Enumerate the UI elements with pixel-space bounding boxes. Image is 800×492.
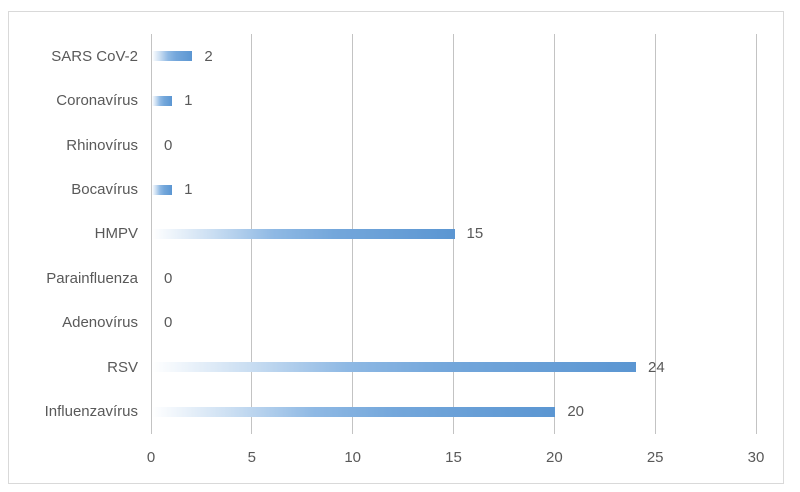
category-label: Influenzavírus (44, 403, 138, 421)
gridline-x-0 (150, 34, 152, 434)
category-label: RSV (107, 358, 138, 376)
category-label: Adenovírus (62, 314, 138, 332)
x-tick-label: 5 (247, 449, 256, 466)
bar-Coronavírus (152, 95, 173, 106)
value-label: 0 (164, 269, 173, 287)
bar-Bocavírus (152, 184, 173, 195)
x-tick-label: 15 (445, 449, 462, 466)
category-label: HMPV (94, 225, 138, 243)
value-label: 0 (164, 136, 173, 154)
gridline-x-30 (755, 34, 757, 434)
value-label: 1 (184, 181, 193, 199)
category-label: Bocavírus (71, 181, 138, 199)
bar-Influenzavírus (152, 406, 556, 417)
gridline-x-20 (553, 34, 555, 434)
category-label: Parainfluenza (46, 269, 138, 287)
value-label: 20 (567, 403, 585, 421)
value-label: 0 (164, 314, 173, 332)
chart-frame: 0 5 10 15 20 25 30 SARS CoV-2 2 Coronavírus 1 Rhino… (8, 11, 784, 484)
value-label: 1 (184, 92, 193, 110)
category-label: SARS CoV-2 (51, 47, 138, 65)
value-label: 2 (204, 47, 213, 65)
bar-SARS CoV-2 (152, 51, 193, 62)
value-label: 24 (648, 358, 665, 376)
x-tick-label: 10 (344, 449, 361, 466)
bar-RSV (152, 362, 636, 373)
value-label: 15 (466, 225, 484, 243)
category-label: Rhinovírus (66, 136, 138, 154)
x-tick-label: 25 (646, 449, 664, 466)
bar-HMPV (152, 229, 455, 239)
x-tick-label: 20 (545, 449, 563, 466)
gridline-x-25 (654, 34, 656, 434)
x-tick-label: 0 (146, 449, 156, 466)
category-label: Coronavírus (56, 92, 138, 110)
x-tick-label: 30 (747, 449, 765, 466)
